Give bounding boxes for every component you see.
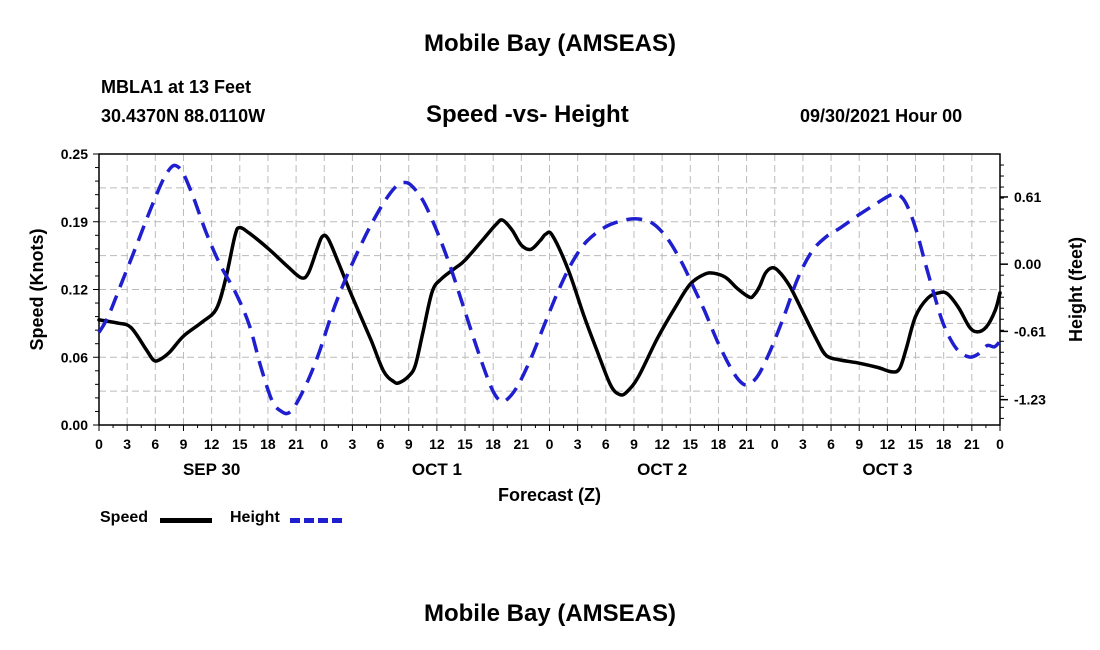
x-tick-label: 6 [377,436,385,452]
x-tick-label: 6 [602,436,610,452]
x-tick-label: 15 [682,436,698,452]
x-tick-label: 18 [936,436,952,452]
y2-tick-label: 0.61 [1014,189,1041,205]
x-tick-label: 6 [151,436,159,452]
y-tick-label: 0.00 [61,417,88,433]
y-tick-label: 0.19 [61,214,88,230]
y2-tick-label: 0.00 [1014,256,1041,272]
x-tick-label: 21 [514,436,530,452]
x-tick-label: 21 [739,436,755,452]
x-axis-title: Forecast (Z) [498,485,601,505]
y-tick-label: 0.12 [61,282,88,298]
y2-tick-label: -1.23 [1014,392,1046,408]
height-series-line [97,163,1002,416]
speed-series-line [97,218,1002,397]
x-tick-label: 3 [349,436,357,452]
x-tick-label: 0 [320,436,328,452]
chart-footer-title: Mobile Bay (AMSEAS) [423,600,677,627]
x-tick-label: 15 [457,436,473,452]
x-tick-label: 12 [880,436,896,452]
x-day-label: OCT 3 [862,460,912,479]
x-tick-label: 0 [95,436,103,452]
y-axis-title: Speed (Knots) [27,228,47,350]
x-day-label: OCT 2 [637,460,687,479]
legend-speed-swatch [160,518,212,523]
x-tick-label: 15 [232,436,248,452]
legend-speed-label: Speed [100,509,149,526]
x-tick-label: 21 [964,436,980,452]
legend-height-swatch [290,518,342,523]
x-tick-label: 18 [711,436,727,452]
station-coordinates: 30.4370N 88.0110W [101,106,266,126]
x-tick-label: 9 [630,436,638,452]
x-tick-label: 0 [996,436,1004,452]
x-tick-label: 21 [288,436,304,452]
y2-tick-label: -0.61 [1014,323,1046,339]
x-tick-label: 9 [855,436,863,452]
x-day-label: OCT 1 [412,460,462,479]
x-tick-label: 3 [799,436,807,452]
x-tick-label: 3 [574,436,582,452]
x-tick-label: 12 [654,436,670,452]
x-tick-label: 15 [908,436,924,452]
y-tick-label: 0.06 [61,349,88,365]
chart-header-title: Mobile Bay (AMSEAS) [423,30,677,57]
x-tick-label: 18 [485,436,501,452]
legend-height-label: Height [230,509,280,526]
y2-axis-title: Height (feet) [1066,237,1086,342]
x-tick-label: 12 [204,436,220,452]
x-tick-label: 0 [771,436,779,452]
x-tick-label: 9 [180,436,188,452]
x-tick-label: 0 [546,436,554,452]
x-day-label: SEP 30 [183,460,240,479]
station-label: MBLA1 at 13 Feet [101,77,252,97]
x-tick-label: 12 [429,436,445,452]
x-tick-label: 3 [123,436,131,452]
forecast-datetime: 09/30/2021 Hour 00 [800,106,963,126]
chart-subtitle: Speed -vs- Height [426,101,629,128]
x-tick-label: 18 [260,436,276,452]
x-tick-label: 6 [827,436,835,452]
y-tick-label: 0.25 [61,146,88,162]
x-tick-label: 9 [405,436,413,452]
